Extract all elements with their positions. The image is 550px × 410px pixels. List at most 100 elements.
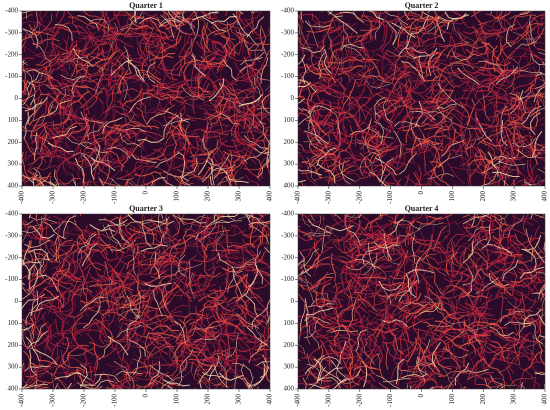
texture-strand [141, 297, 152, 324]
texture-strand [144, 331, 153, 357]
texture-strand [170, 253, 177, 281]
texture-strand [72, 292, 85, 314]
texture-strand [220, 347, 248, 354]
texture-strand [398, 81, 416, 103]
texture-strand [430, 160, 439, 186]
texture-strand [242, 296, 260, 314]
texture-strand [222, 58, 238, 82]
texture-strand [40, 52, 65, 64]
texture-strand [178, 214, 185, 225]
texture-strand [74, 229, 100, 240]
texture-strand [30, 119, 44, 143]
texture-strand [22, 224, 42, 234]
texture-strand [158, 172, 173, 186]
texture-strand [385, 275, 399, 300]
texture-strand [55, 11, 59, 18]
texture-strand [142, 160, 158, 184]
texture-strand [197, 72, 201, 100]
texture-strand [400, 100, 417, 124]
texture-strand [105, 25, 134, 29]
texture-strand [193, 325, 217, 339]
texture-strand [22, 94, 35, 106]
texture-strand [231, 113, 245, 137]
texture-strand [332, 285, 357, 299]
texture-strand [427, 173, 455, 179]
texture-strand [110, 59, 133, 77]
texture-strand [197, 272, 203, 299]
texture-strand [120, 231, 141, 251]
texture-strand [380, 158, 394, 183]
texture-strand [126, 226, 135, 253]
texture-strand [22, 69, 36, 90]
texture-strand [397, 249, 409, 276]
texture-strand [134, 332, 159, 346]
texture-strand [121, 281, 139, 303]
texture-strand [252, 353, 270, 359]
texture-strand [531, 130, 543, 158]
texture-strand [199, 300, 226, 313]
texture-strand [397, 140, 415, 162]
texture-strand [254, 349, 270, 351]
texture-strand [457, 27, 466, 55]
texture-strand [375, 111, 392, 133]
texture-strand [494, 214, 503, 233]
texture-strand [232, 150, 257, 164]
texture-strand [435, 108, 445, 134]
texture-strand [139, 17, 163, 27]
texture-strand [37, 133, 61, 145]
texture-strand [61, 343, 89, 351]
texture-strand [54, 24, 73, 41]
texture-strand [54, 372, 82, 380]
texture-strand [321, 282, 331, 307]
texture-strand [61, 319, 70, 346]
texture-strand [483, 166, 498, 186]
texture-strand [65, 161, 92, 168]
texture-strand [438, 370, 466, 378]
texture-strand [105, 386, 126, 389]
texture-strand [110, 360, 134, 376]
texture-strand [26, 330, 48, 350]
texture-strand [347, 102, 373, 116]
texture-strand [306, 133, 329, 149]
panel-title: Quarter 4 [405, 204, 439, 213]
texture-strand [487, 69, 507, 91]
texture-strand [256, 154, 270, 179]
texture-strand [137, 137, 165, 143]
texture-strand [467, 358, 484, 381]
texture-strand [240, 245, 249, 272]
texture-strand [327, 107, 355, 117]
texture-strand [253, 235, 262, 262]
texture-strand [298, 233, 313, 242]
texture-strand [330, 172, 334, 186]
texture-strand [495, 11, 503, 20]
texture-strand [465, 46, 489, 57]
texture-strand [455, 60, 482, 71]
texture-strand [403, 260, 409, 288]
texture-strand [312, 324, 336, 339]
texture-strand [129, 232, 153, 249]
texture-strand [508, 280, 534, 293]
texture-strand [301, 108, 312, 132]
texture-strand [444, 270, 472, 279]
texture-strand [97, 11, 105, 32]
texture-strand [332, 338, 346, 364]
texture-strand [182, 11, 185, 21]
texture-strand [233, 111, 238, 139]
texture-strand [134, 11, 137, 24]
texture-strand [42, 139, 62, 160]
texture-strand [432, 351, 452, 370]
texture-strand [58, 244, 75, 267]
texture-strand [391, 55, 402, 83]
texture-strand [514, 108, 540, 123]
texture-strand [298, 34, 309, 49]
texture-strand [433, 313, 455, 332]
texture-strand [536, 151, 545, 154]
texture-strand [438, 42, 467, 48]
texture-strand [335, 376, 340, 389]
y-tick-label: -300 [5, 28, 18, 36]
texture-strand [524, 361, 545, 372]
texture-strand [298, 71, 310, 78]
texture-strand [161, 247, 187, 260]
texture-strand [220, 36, 236, 57]
texture-strand [161, 84, 189, 91]
